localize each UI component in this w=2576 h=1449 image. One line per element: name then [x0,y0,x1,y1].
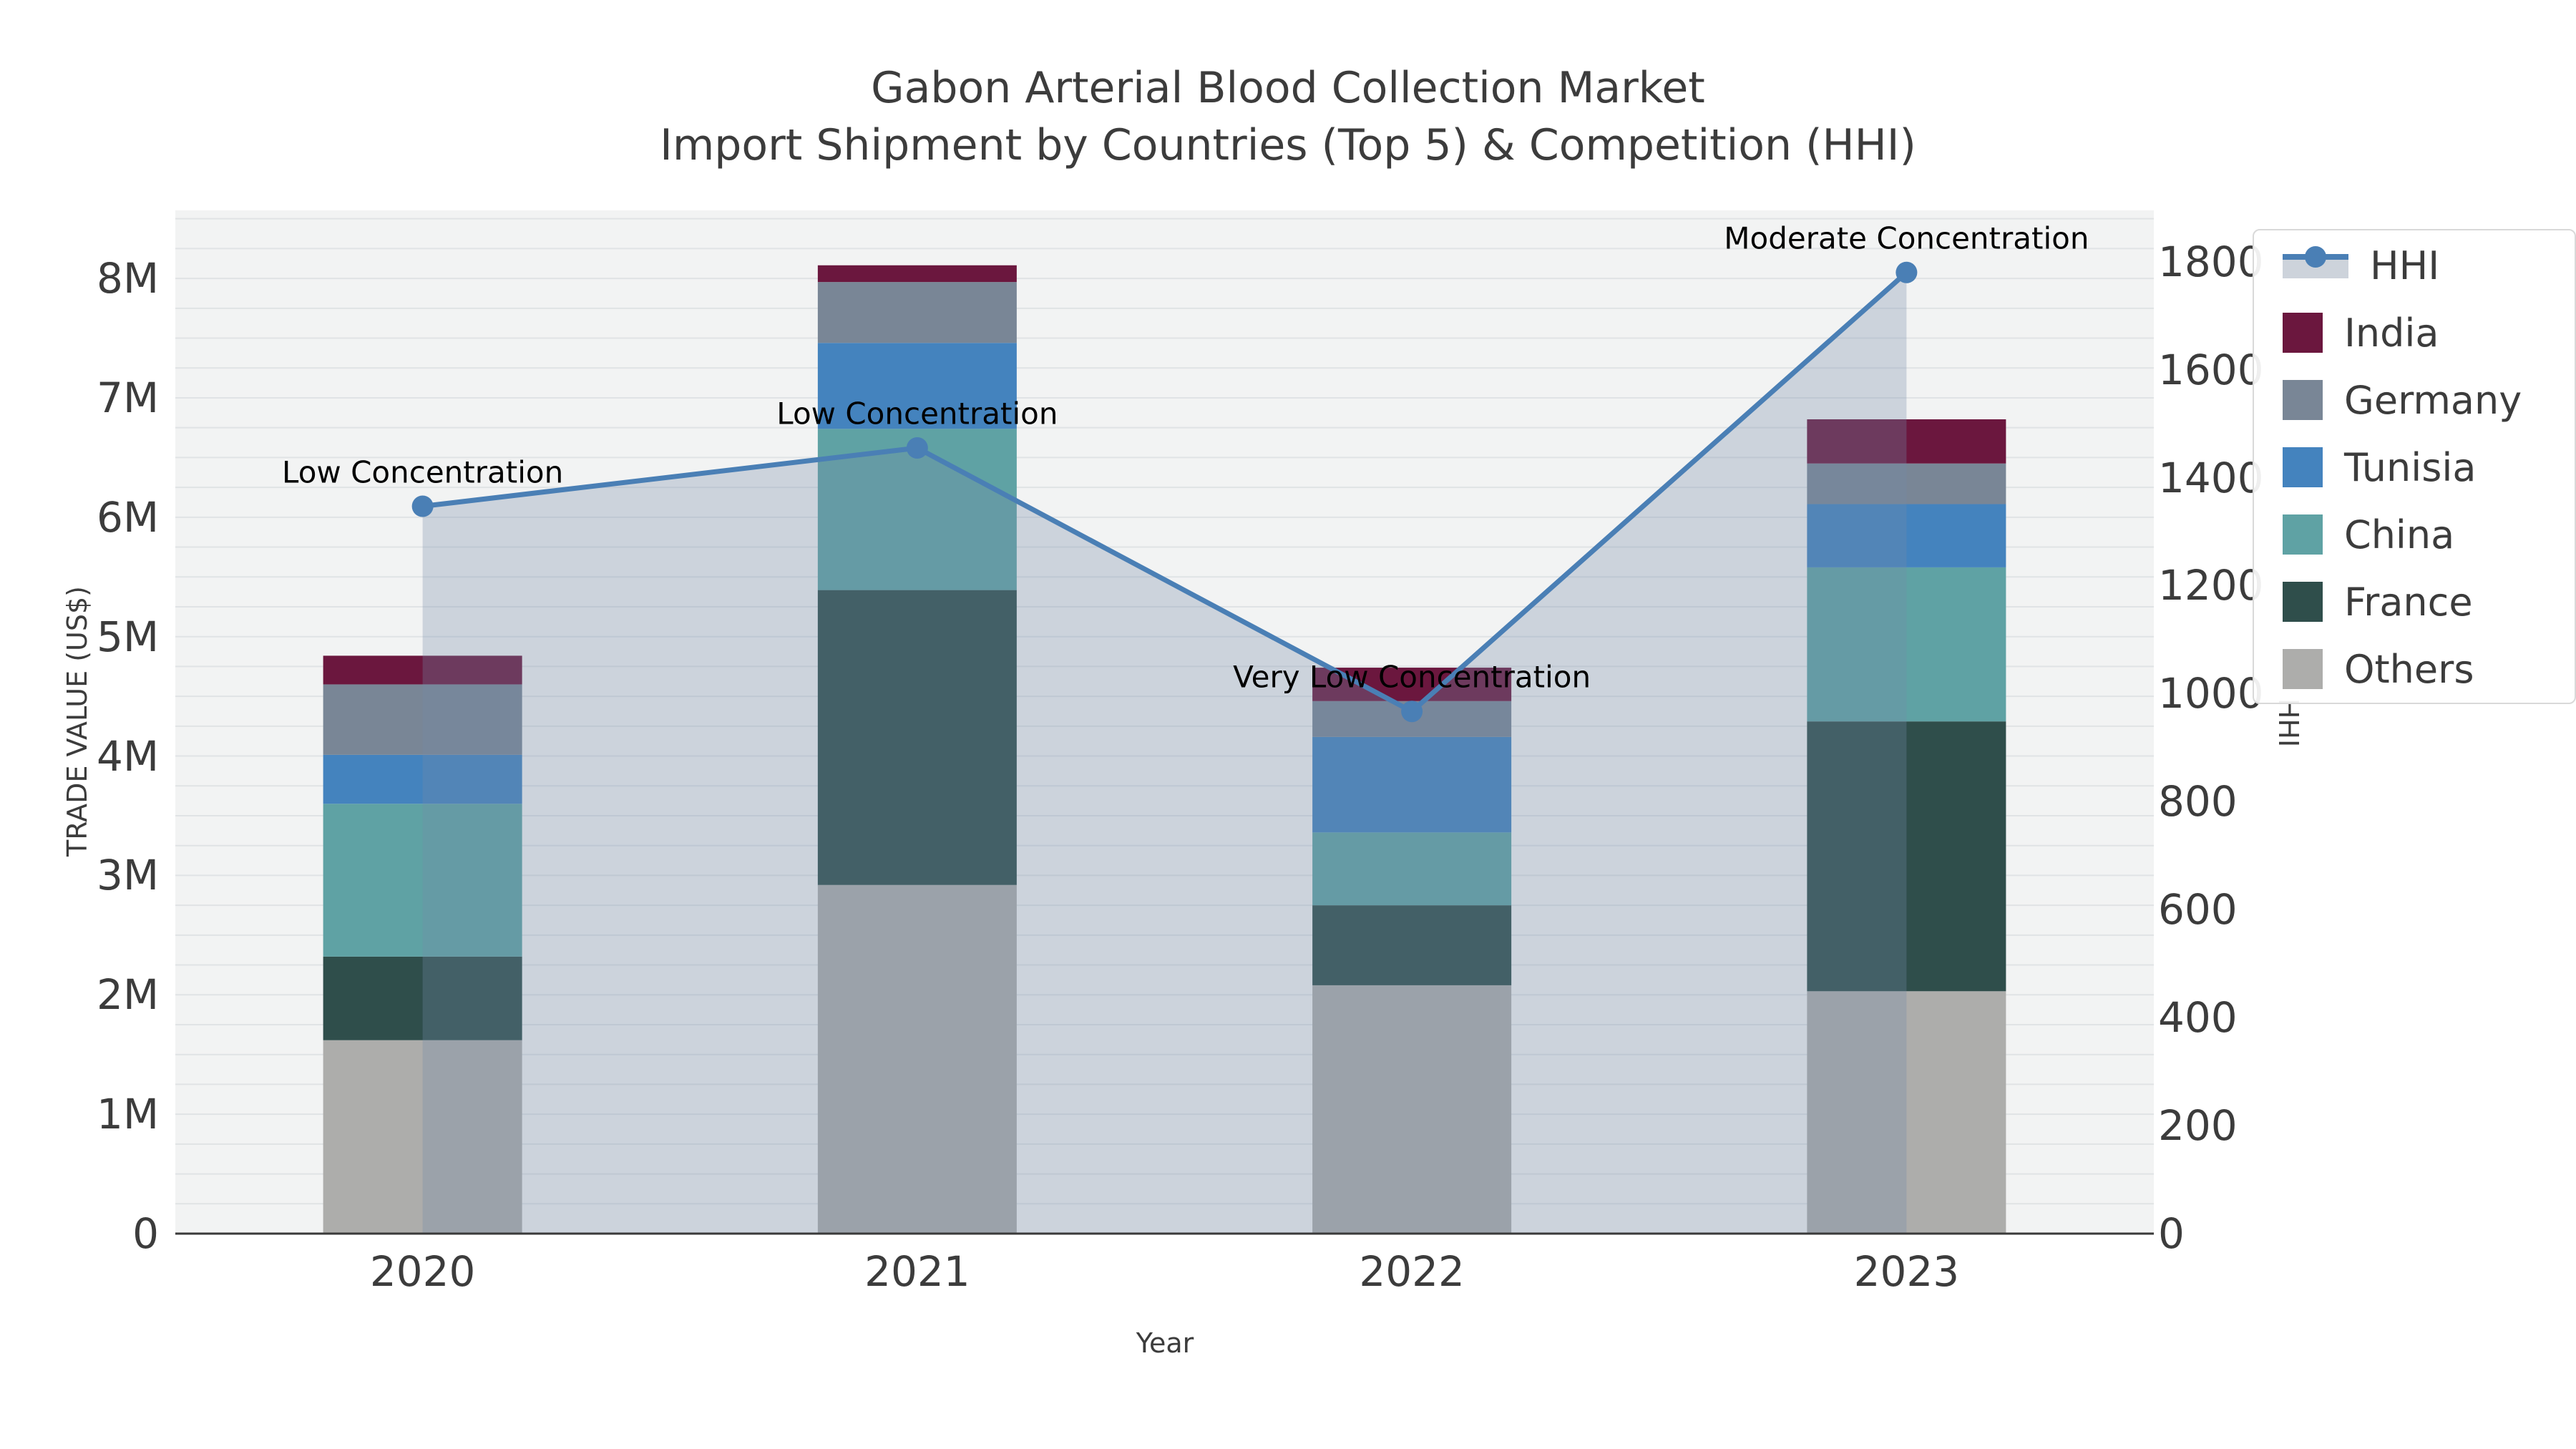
hhi-line [422,270,1908,715]
chart-title-line1: Gabon Arterial Blood Collection Market [871,63,1705,113]
chart-title-line2: Import Shipment by Countries (Top 5) & C… [660,120,1916,170]
legend-item-hhi: HHI [2283,232,2575,299]
france-color-swatch-icon [2283,582,2323,622]
left-tick-2M: 2M [97,970,159,1020]
legend-item-germany: Germany [2283,366,2575,434]
left-tick-5M: 5M [97,612,159,661]
right-tick-600: 600 [2158,885,2238,935]
left-tick-1M: 1M [97,1090,159,1139]
right-tick-1800: 1800 [2158,237,2264,286]
right-axis-title: HHI [2273,698,2304,748]
legend-label: Germany [2344,377,2522,423]
germany-color-swatch-icon [2283,380,2323,420]
left-tick-8M: 8M [97,254,159,303]
annotation-2023: Moderate Concentration [1724,220,2089,256]
right-tick-1400: 1400 [2158,453,2264,502]
tunisia-color-swatch-icon [2283,447,2323,487]
others-color-swatch-icon [2283,649,2323,689]
bar-segment-2023-france [1807,721,2006,992]
legend-label: HHI [2370,243,2440,288]
right-tick-400: 400 [2158,993,2238,1043]
right-tick-1200: 1200 [2158,561,2264,610]
legend-label: China [2344,512,2455,557]
legend-item-china: China [2283,501,2575,568]
left-tick-0: 0 [132,1209,159,1258]
bar-segment-2020-india [323,655,522,685]
legend-label: Tunisia [2344,444,2477,490]
bar-segment-2022-others [1312,985,1512,1234]
bar-segment-2021-tunisia [817,343,1017,429]
x-axis-title: Year [1136,1327,1194,1359]
hhi-marker-2020 [411,495,434,517]
left-tick-4M: 4M [97,731,159,781]
india-color-swatch-icon [2283,313,2323,353]
bar-segment-2022-india [1312,668,1512,701]
x-tick-2023: 2023 [1853,1247,1960,1296]
bar-segment-2022-tunisia [1312,736,1512,833]
annotation-2021: Low Concentration [776,396,1058,431]
legend-item-india: India [2283,299,2575,366]
bar-segment-2022-france [1312,905,1512,985]
x-tick-2022: 2022 [1359,1247,1465,1296]
legend-label: India [2344,310,2439,356]
hhi-line-swatch-icon [2283,245,2348,286]
legend-item-france: France [2283,568,2575,635]
annotation-2020: Low Concentration [282,454,564,490]
bar-segment-2021-france [817,590,1017,885]
legend-item-others: Others [2283,635,2575,703]
bar-segment-2023-others [1807,991,2006,1234]
bar-segment-2023-tunisia [1807,504,2006,567]
bar-segment-2022-china [1312,832,1512,906]
left-tick-6M: 6M [97,492,159,542]
right-tick-1600: 1600 [2158,345,2264,394]
bar-segment-2021-others [817,884,1017,1234]
right-tick-0: 0 [2158,1209,2185,1258]
bar-segment-2020-france [323,956,522,1040]
legend-label: Others [2344,646,2474,692]
bar-segment-2023-germany [1807,463,2006,504]
bar-segment-2020-china [323,804,522,957]
legend-label: France [2344,579,2473,625]
hhi-area-fill [422,272,1907,1234]
right-tick-800: 800 [2158,777,2238,826]
bar-segment-2023-india [1807,419,2006,464]
hhi-marker-2022 [1401,701,1423,723]
left-tick-3M: 3M [97,851,159,900]
legend-item-tunisia: Tunisia [2283,434,2575,501]
bar-segment-2021-india [817,265,1017,283]
right-tick-200: 200 [2158,1101,2238,1151]
right-tick-1000: 1000 [2158,669,2264,718]
hhi-marker-2023 [1896,261,1918,283]
x-tick-2021: 2021 [864,1247,970,1296]
bar-segment-2023-china [1807,567,2006,722]
left-tick-7M: 7M [97,373,159,422]
annotation-2022: Very Low Concentration [1233,659,1591,695]
hhi-marker-2021 [906,437,928,459]
china-color-swatch-icon [2283,514,2323,555]
bar-segment-2021-germany [817,282,1017,343]
x-tick-2020: 2020 [369,1247,476,1296]
bar-segment-2020-tunisia [323,754,522,804]
bar-segment-2020-others [323,1040,522,1234]
bar-segment-2020-germany [323,684,522,755]
legend: HHI India Germany Tunisia China France Others [2253,229,2576,704]
